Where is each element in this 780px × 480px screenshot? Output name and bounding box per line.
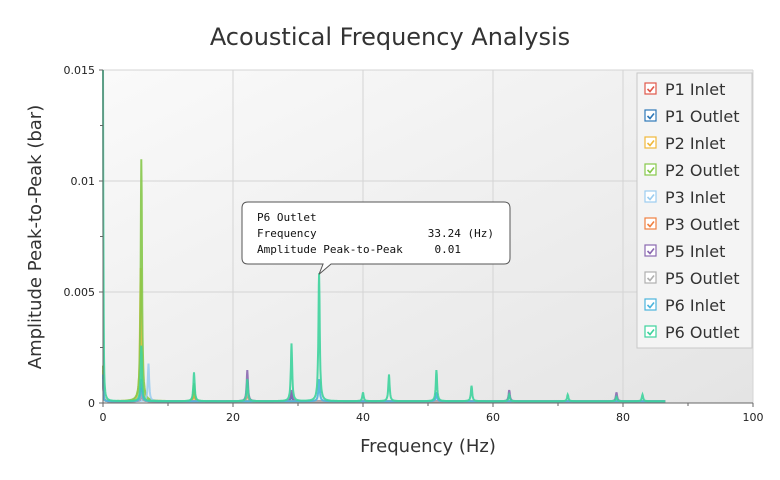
legend-label: P1 Outlet: [665, 107, 739, 126]
y-axis-label: Amplitude Peak-to-Peak (bar): [25, 105, 46, 369]
checkmark-icon: [646, 275, 655, 282]
checkmark-icon: [646, 221, 655, 228]
legend-label: P2 Outlet: [665, 161, 739, 180]
x-axis-label: Frequency (Hz): [360, 436, 496, 457]
legend-label: P3 Inlet: [665, 188, 725, 207]
legend-checkbox[interactable]: [644, 244, 657, 257]
tooltip: P6 Outlet Frequency 33.24 (Hz) Amplitude…: [241, 201, 511, 275]
checkmark-icon: [646, 167, 655, 174]
legend-label: P5 Inlet: [665, 242, 725, 261]
y-tick-label: 0: [88, 397, 95, 410]
checkmark-icon: [646, 113, 655, 120]
checkmark-icon: [646, 86, 655, 93]
legend-item[interactable]: P3 Outlet: [644, 215, 739, 234]
axes: 0 20 40 60 80 100 0 0.005 0.01 0.015: [64, 64, 764, 424]
x-tick-label: 60: [486, 411, 500, 424]
x-tick-label: 40: [356, 411, 370, 424]
legend-label: P6 Inlet: [665, 296, 725, 315]
y-tick-label: 0.005: [64, 286, 96, 299]
legend-label: P6 Outlet: [665, 323, 739, 342]
tooltip-amplitude-label: Amplitude Peak-to-Peak: [257, 243, 403, 256]
legend-item[interactable]: P2 Inlet: [644, 134, 725, 153]
legend-checkbox[interactable]: [644, 271, 657, 284]
legend-item[interactable]: P1 Inlet: [644, 80, 725, 99]
legend-item[interactable]: P6 Inlet: [644, 296, 725, 315]
legend-item[interactable]: P2 Outlet: [644, 161, 739, 180]
legend-item[interactable]: P5 Inlet: [644, 242, 725, 261]
tooltip-amplitude-value: 0.01: [435, 243, 462, 256]
x-tick-label: 20: [226, 411, 240, 424]
checkmark-icon: [646, 329, 655, 336]
legend-checkbox[interactable]: [644, 109, 657, 122]
tooltip-bubble: [241, 201, 511, 275]
legend-label: P3 Outlet: [665, 215, 739, 234]
series-line-p6-outlet[interactable]: [102, 69, 666, 403]
legend-checkbox[interactable]: [644, 217, 657, 230]
legend-label: P5 Outlet: [665, 269, 739, 288]
checkmark-icon: [646, 140, 655, 147]
legend-checkbox[interactable]: [644, 163, 657, 176]
tooltip-series: P6 Outlet: [257, 211, 317, 224]
legend-checkbox[interactable]: [644, 82, 657, 95]
checkmark-icon: [646, 302, 655, 309]
chart-title: Acoustical Frequency Analysis: [210, 23, 570, 51]
y-tick-label: 0.015: [64, 64, 96, 77]
legend-label: P1 Inlet: [665, 80, 725, 99]
legend-item[interactable]: P3 Inlet: [644, 188, 725, 207]
legend-checkbox[interactable]: [644, 190, 657, 203]
checkmark-icon: [646, 194, 655, 201]
legend-item[interactable]: P5 Outlet: [644, 269, 739, 288]
legend: P1 Inlet P1 Outlet P2 Inlet P2 Outlet P3 Inl…: [636, 72, 753, 349]
legend-checkbox[interactable]: [644, 136, 657, 149]
legend-label: P2 Inlet: [665, 134, 725, 153]
x-tick-label: 100: [743, 411, 764, 424]
legend-checkbox[interactable]: [644, 325, 657, 338]
legend-item[interactable]: P1 Outlet: [644, 107, 739, 126]
x-tick-label: 80: [616, 411, 630, 424]
tooltip-frequency-value: 33.24 (Hz): [428, 227, 494, 240]
x-tick-label: 0: [100, 411, 107, 424]
legend-checkbox[interactable]: [644, 298, 657, 311]
series-lines: [102, 69, 666, 403]
tooltip-frequency-label: Frequency: [257, 227, 317, 240]
y-tick-label: 0.01: [71, 175, 96, 188]
checkmark-icon: [646, 248, 655, 255]
legend-item[interactable]: P6 Outlet: [644, 323, 739, 342]
